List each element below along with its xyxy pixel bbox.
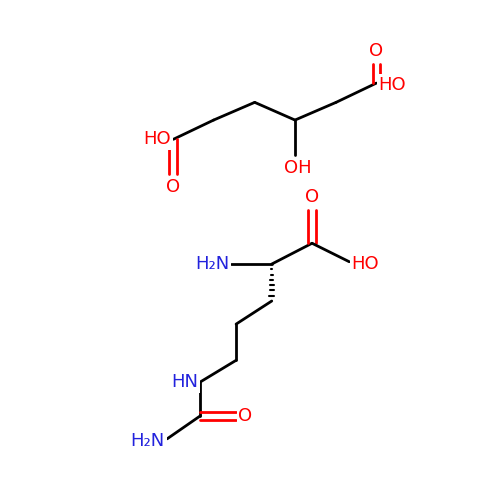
Text: HO: HO — [352, 255, 379, 273]
Text: O: O — [370, 42, 384, 60]
Text: HN: HN — [171, 373, 198, 391]
Text: H₂N: H₂N — [130, 432, 165, 450]
Text: O: O — [305, 188, 319, 206]
Text: HO: HO — [144, 130, 171, 148]
Text: H₂N: H₂N — [195, 255, 229, 273]
Text: OH: OH — [284, 159, 311, 177]
Text: O: O — [166, 178, 180, 196]
Text: HO: HO — [378, 76, 406, 94]
Text: O: O — [238, 406, 252, 424]
